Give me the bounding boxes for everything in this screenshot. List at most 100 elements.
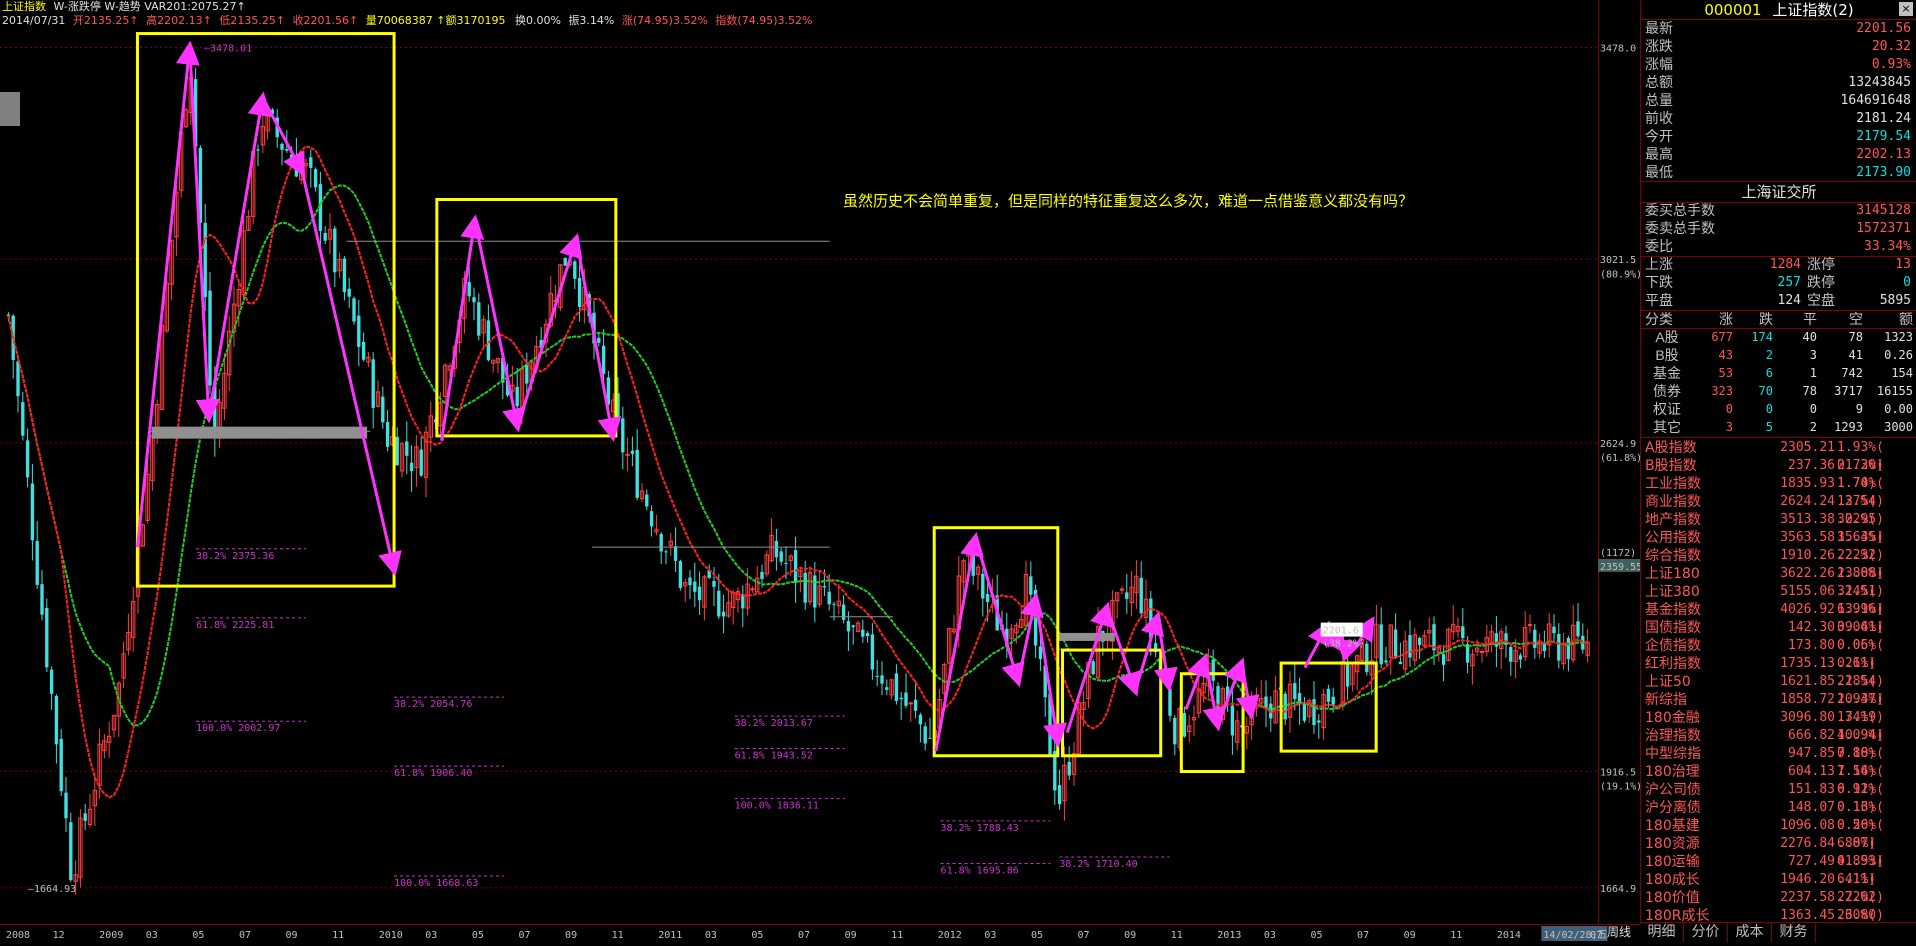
zigzag-segment [300,171,402,577]
candle-body [208,290,212,386]
candle-body [515,386,519,407]
y-tick-label: (1172) [1600,548,1636,559]
panel-tabs: 明细 分价 成本 财务 [1640,922,1916,942]
x-tick-label: 05 [192,930,204,941]
class-cell: 权证 [1653,401,1681,417]
index-price: 3096.80 [1780,710,1835,725]
quote-key: 涨跌 [1645,39,1673,55]
candle-body [975,566,981,575]
y-tick-highlight [1598,558,1640,572]
quote-key: 今开 [1645,129,1673,145]
zigzag-segment [1202,658,1227,732]
quote-value: 0.93% [1871,57,1911,72]
candle-body [1427,630,1432,634]
index-change: 0.13%( 0.20) [1837,800,1884,833]
tab-3[interactable]: 财务 [1772,923,1816,942]
candle-body [1244,725,1249,734]
quote-row: 最高 2202.13 [1641,146,1916,164]
panel-divider [1641,256,1916,257]
index-change: .27%( 32.95) [1837,494,1884,527]
candle-body [83,813,87,821]
candle-body [798,570,803,578]
x-tick-label: 07 [1078,930,1090,941]
index-row: 国债指数 142.30 0.04%( 0.05) [1641,619,1916,653]
candle-body [961,560,966,583]
zigzag-segment [1133,610,1164,692]
bar-amplitude: 振3.14% [568,14,615,27]
breadth-value: 257 [1777,275,1801,290]
class-row: 债券 323 70 78 3717 16155 [1641,382,1916,400]
quote-key: 前收 [1645,111,1673,127]
candle-body [947,627,952,664]
candle-body [1168,688,1172,716]
index-price: 5155.06 [1780,584,1835,599]
index-row: 新综指 1858.72 1.93%( 17.19) [1641,691,1916,725]
zigzag-segment [261,96,306,177]
candle-body [78,817,83,878]
index-name: 180资源 [1645,836,1700,852]
candle-body [807,572,813,603]
bar-open: 开2135.25↑ [72,14,139,27]
candle-body [664,551,668,553]
breadth-value: 5895 [1879,293,1911,308]
panel-close-icon[interactable]: × [1899,2,1913,16]
index-change: 0.04%( 0.05) [1837,620,1884,653]
candle-body [145,473,150,521]
candle-body [1537,640,1542,654]
y-tick-label: 1664.9 [1600,884,1636,895]
candle-body [1235,720,1240,743]
candle-body [702,576,707,608]
candle-body [1187,725,1192,733]
candle-body [678,561,683,588]
candle-body [357,315,361,347]
index-name: 中型综指 [1645,746,1701,762]
index-price: 1735.13 [1780,656,1835,671]
index-name: 上证50 [1645,674,1691,690]
tab-1[interactable]: 分价 [1684,923,1728,942]
candle-body [1134,575,1139,594]
quote-row: 今开 2179.54 [1641,128,1916,146]
class-cell: 78 [1848,330,1863,344]
candle-body [659,534,663,552]
tab-2[interactable]: 成本 [1728,923,1772,942]
candle-body [183,109,189,128]
candle-body [342,258,347,293]
candle-body [793,550,798,583]
candle-body [361,341,366,360]
candle-body [241,230,246,295]
chart-canvas[interactable]: 38.2% 2375.36 61.8% 2225.81 100.0% 2002.97… [0,0,1598,924]
x-tick-label: 05 [1031,930,1043,941]
candle-body [904,692,908,706]
index-row: 180价值 2237.58.22%( 26.80) [1641,889,1916,923]
candle-body [309,157,313,168]
zigzag-segment [574,238,622,442]
period-label[interactable]: 周线 [1606,925,1631,939]
candle-body [601,345,606,374]
class-cell: 78 [1802,384,1817,398]
candle-body [784,562,788,564]
candle-body [951,628,957,633]
index-name: B股指数 [1645,458,1697,474]
class-row: A股 677 174 40 78 1323 [1641,328,1916,346]
index-change: .24%( 63.16) [1837,584,1884,617]
index-name: 上证180 [1645,566,1700,582]
index-change: 1.74%( 13.54) [1837,476,1884,509]
left-scroll-handle[interactable] [0,92,20,126]
x-tick-label: 07 [239,930,251,941]
x-tick-label: 07 [1590,930,1602,941]
candle-body [1293,683,1297,700]
candle-body [1043,665,1047,698]
index-name: 企债指数 [1645,638,1701,654]
candle-body [928,737,932,739]
candle-body [880,675,884,684]
index-change: .26%( 21.54) [1837,656,1884,689]
tab-0[interactable]: 明细 [1640,923,1684,942]
index-price: 1946.20 [1780,872,1835,887]
candle-body [318,184,323,231]
candle-body [1053,751,1057,791]
breadth-row: 下跌 257 跌停 0 [1641,274,1916,292]
index-row: 上证50 1621.85.28%( 20.47) [1641,673,1916,707]
candle-body [697,586,702,601]
kline-chart[interactable]: 38.2% 2375.36 61.8% 2225.81 100.0% 2002.97… [0,0,1599,924]
class-header: 平 [1803,311,1817,327]
